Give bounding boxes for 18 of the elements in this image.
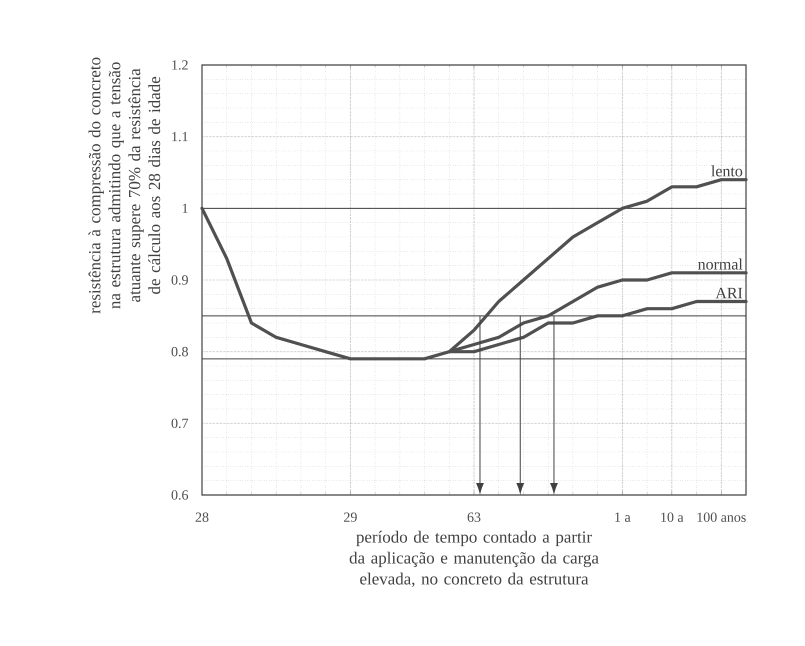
y-tick-label: 0.6 — [172, 490, 188, 500]
x-tick-label: 100 anos — [698, 512, 746, 522]
y-tick-label: 1.2 — [172, 60, 188, 70]
y-tick-label: 1 — [182, 204, 188, 213]
series-label: ARI — [716, 288, 742, 298]
y-tick-label: 0.7 — [172, 418, 188, 428]
series-label: normal — [698, 258, 742, 270]
x-tick-label: 1 a — [615, 512, 630, 522]
x-tick-label: 28 — [196, 512, 208, 522]
x-axis-title: período de tempo contado a partir da aplicação e manutenção da carga elevada, no concreto da estrutura — [350, 530, 599, 587]
x-tick-label: 29 — [344, 512, 357, 522]
x-tick-label: 10 a — [661, 512, 684, 522]
x-tick-label: 63 — [468, 512, 480, 522]
y-tick-label: 1.1 — [172, 132, 188, 142]
y-tick-label: 0.8 — [172, 346, 188, 356]
series-label: lento — [711, 165, 742, 176]
y-tick-label: 0.9 — [172, 275, 188, 285]
y-axis-title: resistência à compressão do concreto na estrutura admitindo que a tensão atuante supere 70% da resistência de cálculo aos 28 dias de idade — [88, 58, 160, 314]
